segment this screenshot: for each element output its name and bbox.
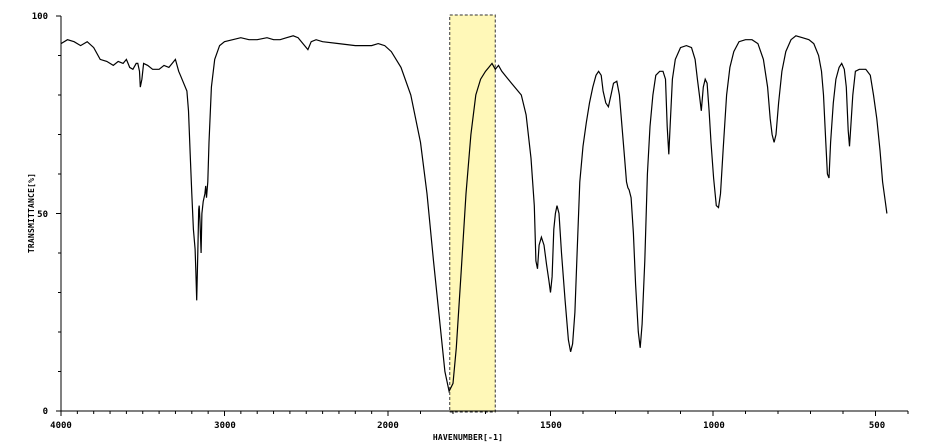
highlight-region <box>449 14 496 413</box>
x-tick-label-1500: 1500 <box>540 421 562 431</box>
spectrum-line <box>60 35 888 394</box>
y-axis-ticks <box>56 15 61 412</box>
x-tick-label-3000: 3000 <box>214 421 236 431</box>
x-axis: 4000 3000 2000 1500 1000 500 HAVENUMBER[… <box>50 410 909 442</box>
x-tick-label-2000: 2000 <box>377 421 399 431</box>
x-tick-label-1000: 1000 <box>703 421 725 431</box>
x-tick-label-4000: 4000 <box>50 421 72 431</box>
y-axis: 100 50 0 TRANSMITTANCE[%] <box>27 12 62 417</box>
x-axis-ticks <box>60 411 909 416</box>
plot-area <box>60 14 888 413</box>
y-tick-label-50: 50 <box>37 210 48 220</box>
x-axis-label: HAVENUMBER[-1] <box>433 433 503 442</box>
x-tick-label-500: 500 <box>869 421 885 431</box>
y-tick-label-100: 100 <box>32 12 48 22</box>
y-tick-label-0: 0 <box>43 407 48 417</box>
y-axis-label: TRANSMITTANCE[%] <box>27 173 36 253</box>
